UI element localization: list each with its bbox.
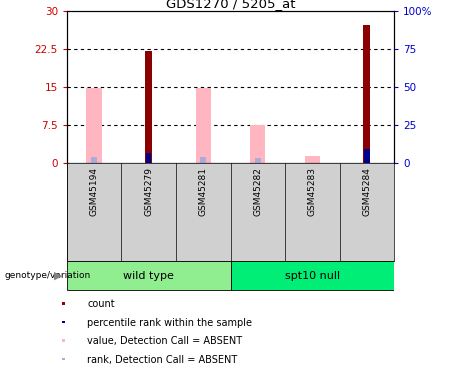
FancyBboxPatch shape — [230, 261, 394, 290]
Bar — [146, 153, 151, 163]
Bar — [363, 25, 371, 163]
Bar — [62, 302, 65, 304]
Bar — [87, 88, 102, 163]
Bar — [91, 157, 97, 163]
Bar — [62, 321, 65, 323]
Bar — [255, 158, 260, 163]
Bar — [250, 125, 266, 163]
Text: value, Detection Call = ABSENT: value, Detection Call = ABSENT — [87, 336, 242, 346]
Text: spt10 null: spt10 null — [285, 271, 340, 280]
Title: GDS1270 / 5205_at: GDS1270 / 5205_at — [166, 0, 295, 10]
Text: percentile rank within the sample: percentile rank within the sample — [87, 318, 252, 328]
Bar — [195, 88, 211, 163]
Text: GSM45283: GSM45283 — [308, 167, 317, 216]
Text: GSM45281: GSM45281 — [199, 167, 208, 216]
Text: GSM45279: GSM45279 — [144, 167, 153, 216]
Text: rank, Detection Call = ABSENT: rank, Detection Call = ABSENT — [87, 355, 237, 364]
Text: count: count — [87, 299, 115, 309]
Text: GSM45284: GSM45284 — [362, 167, 372, 216]
Bar — [201, 157, 206, 163]
Text: wild type: wild type — [123, 271, 174, 280]
Bar — [62, 358, 65, 360]
Bar — [305, 156, 320, 163]
FancyBboxPatch shape — [67, 261, 230, 290]
Text: ▶: ▶ — [54, 271, 62, 280]
Text: genotype/variation: genotype/variation — [5, 271, 91, 280]
Text: GSM45282: GSM45282 — [253, 167, 262, 216]
Bar — [145, 51, 152, 163]
Text: GSM45194: GSM45194 — [89, 167, 99, 216]
Bar — [62, 339, 65, 342]
Bar — [364, 150, 370, 163]
